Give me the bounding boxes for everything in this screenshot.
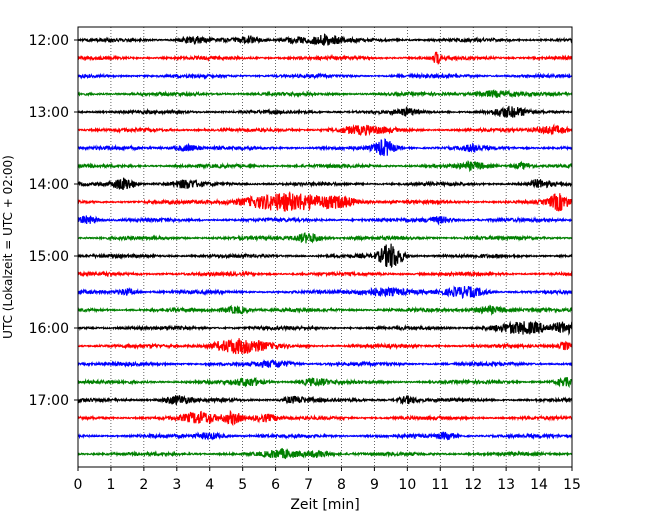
- x-tick-label: 5: [238, 477, 247, 493]
- trace-row: [77, 232, 573, 244]
- x-tick-label: 7: [304, 477, 313, 493]
- trace-row: [77, 285, 573, 300]
- trace-row: [77, 394, 573, 405]
- vertical-grid-lines: [110, 27, 540, 467]
- x-tick-label: 15: [563, 477, 581, 493]
- y-tick-label: 17:00: [29, 393, 69, 409]
- trace-row: [77, 138, 573, 157]
- x-tick-label: 14: [530, 477, 548, 493]
- y-tick-label: 16:00: [29, 321, 69, 337]
- trace-row: [77, 243, 573, 269]
- y-tick-label: 12:00: [29, 33, 69, 49]
- trace-row: [77, 215, 573, 226]
- x-axis-ticks: 0 1 2 3 4 5 6 7 8 9 10 11 12 13 14 15: [74, 467, 581, 493]
- x-tick-label: 8: [337, 477, 346, 493]
- trace-row: [77, 447, 573, 460]
- x-tick-label: 12: [464, 477, 482, 493]
- x-axis-label: Zeit [min]: [290, 497, 359, 513]
- trace-row: [77, 72, 573, 80]
- x-tick-label: 2: [139, 477, 148, 493]
- trace-row: [77, 89, 573, 99]
- trace-row: [77, 304, 573, 316]
- trace-row: [77, 358, 573, 369]
- trace-row: [77, 270, 573, 278]
- x-tick-label: 11: [431, 477, 449, 493]
- trace-row: [77, 409, 573, 427]
- trace-row: [77, 191, 573, 212]
- y-tick-label: 14:00: [29, 177, 69, 193]
- y-tick-label: 15:00: [29, 249, 69, 265]
- x-tick-label: 6: [271, 477, 280, 493]
- x-tick-label: 9: [370, 477, 379, 493]
- seismic-traces: [77, 33, 573, 460]
- trace-row: [77, 33, 573, 47]
- trace-row: [77, 159, 573, 173]
- trace-row: [77, 377, 573, 389]
- x-tick-label: 10: [398, 477, 416, 493]
- x-tick-label: 13: [497, 477, 515, 493]
- y-axis-ticks: 12:00 13:00 14:00 15:00 16:00 17:00: [29, 33, 78, 409]
- trace-row: [77, 338, 573, 355]
- y-axis-label: UTC (Lokalzeit = UTC + 02:00): [1, 155, 15, 339]
- y-tick-label: 13:00: [29, 105, 69, 121]
- x-tick-label: 1: [106, 477, 115, 493]
- x-tick-label: 0: [74, 477, 83, 493]
- trace-row: [77, 431, 573, 441]
- x-tick-label: 4: [205, 477, 214, 493]
- trace-row: [77, 177, 573, 191]
- trace-row: [77, 123, 573, 137]
- plot-frame: [77, 26, 573, 468]
- x-tick-label: 3: [172, 477, 181, 493]
- trace-row: [77, 51, 573, 65]
- trace-row: [77, 320, 573, 336]
- trace-row: [77, 105, 573, 118]
